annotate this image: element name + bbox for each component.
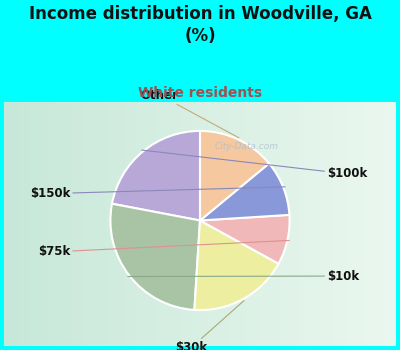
Text: Income distribution in Woodville, GA
(%): Income distribution in Woodville, GA (%) — [28, 5, 372, 46]
Text: $10k: $10k — [128, 270, 359, 282]
Wedge shape — [194, 220, 278, 310]
Wedge shape — [200, 163, 290, 220]
Wedge shape — [110, 204, 200, 310]
Wedge shape — [112, 131, 200, 220]
Text: $30k: $30k — [175, 301, 244, 350]
Text: $100k: $100k — [142, 150, 368, 180]
Wedge shape — [200, 131, 269, 220]
Text: $75k: $75k — [38, 240, 289, 258]
Text: City-Data.com: City-Data.com — [214, 142, 278, 151]
Text: White residents: White residents — [138, 86, 262, 100]
Text: $150k: $150k — [30, 187, 285, 200]
Text: Other: Other — [141, 89, 239, 138]
Wedge shape — [200, 215, 290, 264]
